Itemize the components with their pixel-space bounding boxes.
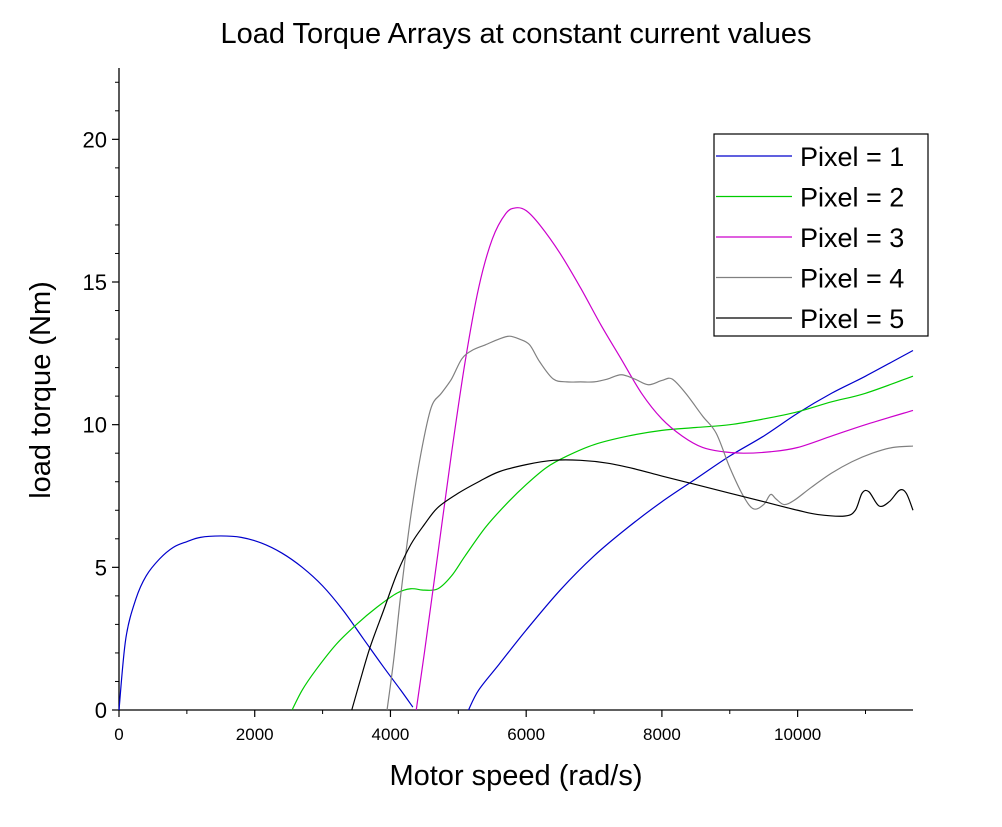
- x-tick-label: 8000: [643, 725, 681, 744]
- chart-title: Load Torque Arrays at constant current v…: [220, 18, 811, 50]
- y-tick-label: 5: [95, 555, 107, 580]
- legend-label-pixel-1: Pixel = 1: [800, 142, 904, 172]
- y-tick-label: 20: [83, 127, 107, 152]
- legend-label-pixel-2: Pixel = 2: [800, 183, 904, 213]
- x-tick-label: 0: [114, 725, 123, 744]
- series-line-pixel-5: [351, 459, 914, 711]
- x-tick-label: 6000: [507, 725, 545, 744]
- legend: Pixel = 1 Pixel = 2 Pixel = 3 Pixel = 4 Pixe…: [713, 133, 929, 337]
- x-axis-ticks: 0 2000 4000 6000 8000 10000: [114, 710, 866, 744]
- series-line-pixel-1: [467, 349, 914, 711]
- legend-label-pixel-3: Pixel = 3: [800, 223, 904, 253]
- y-tick-label: 15: [83, 270, 107, 295]
- series-lines: [118, 207, 914, 711]
- legend-box: [713, 133, 929, 337]
- y-axis-label: load torque (Nm): [25, 281, 57, 499]
- x-axis-label: Motor speed (rad/s): [389, 760, 642, 792]
- y-tick-label: 0: [95, 698, 107, 723]
- y-axis-ticks: 0 5 10 15 20: [83, 81, 119, 723]
- legend-label-pixel-5: Pixel = 5: [800, 304, 904, 334]
- series-line-pixel-2: [291, 375, 914, 711]
- series-line-pixel-4: [386, 335, 914, 711]
- series-line-pixel-3: [415, 207, 914, 711]
- x-tick-label: 4000: [372, 725, 410, 744]
- x-tick-label: 2000: [236, 725, 274, 744]
- legend-label-pixel-4: Pixel = 4: [800, 264, 904, 294]
- y-tick-label: 10: [83, 413, 107, 438]
- series-line-pixel-1: [118, 535, 414, 711]
- x-tick-label: 10000: [774, 725, 821, 744]
